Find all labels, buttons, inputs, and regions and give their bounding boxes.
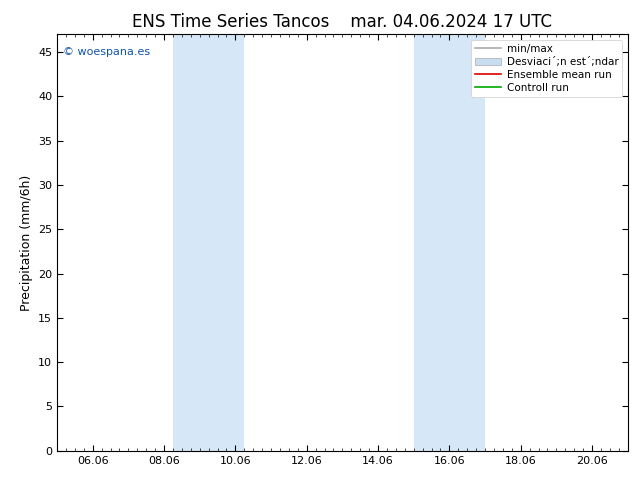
Title: ENS Time Series Tancos    mar. 04.06.2024 17 UTC: ENS Time Series Tancos mar. 04.06.2024 1… (133, 13, 552, 31)
Legend: min/max, Desviaci´;n est´;ndar, Ensemble mean run, Controll run: min/max, Desviaci´;n est´;ndar, Ensemble… (471, 40, 623, 97)
Y-axis label: Precipitation (mm/6h): Precipitation (mm/6h) (20, 174, 32, 311)
Text: © woespana.es: © woespana.es (63, 47, 150, 57)
Bar (413, 34, 485, 451)
Bar (173, 34, 244, 451)
